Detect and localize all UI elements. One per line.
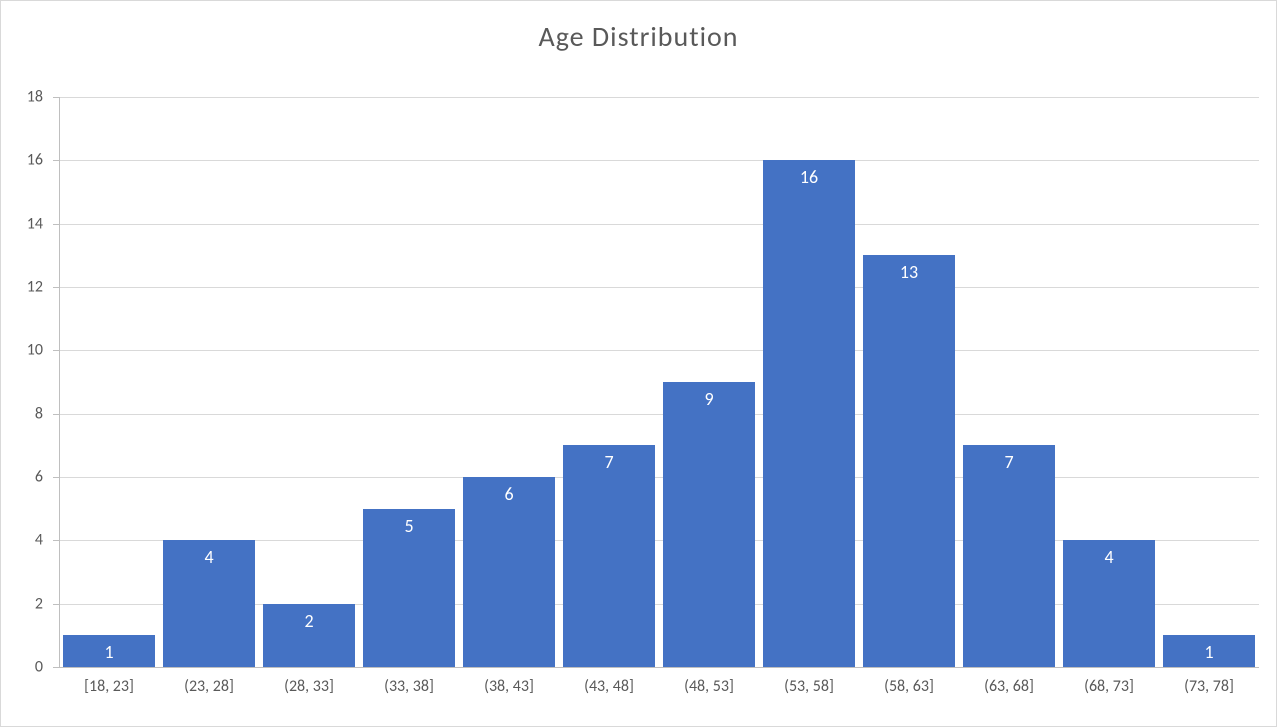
- y-tick-label: 6: [3, 468, 43, 487]
- bar-slot: 7: [959, 97, 1059, 667]
- x-tick-label: (73, 78]: [1159, 667, 1259, 707]
- y-tick-mark: [53, 160, 59, 161]
- y-tick-label: 12: [3, 278, 43, 297]
- x-axis: [18, 23](23, 28](28, 33](33, 38](38, 43]…: [59, 667, 1259, 707]
- bar-data-label: 4: [1104, 546, 1113, 568]
- chart-container: Age Distribution 024681012141618 1425679…: [0, 0, 1277, 727]
- bar: 1: [1163, 635, 1255, 667]
- bar-slot: 7: [559, 97, 659, 667]
- bar-data-label: 9: [704, 388, 713, 410]
- x-tick-label: (38, 43]: [459, 667, 559, 707]
- x-tick-label: (63, 68]: [959, 667, 1059, 707]
- x-tick-label: (28, 33]: [259, 667, 359, 707]
- x-tick-label: (68, 73]: [1059, 667, 1159, 707]
- bar-slot: 9: [659, 97, 759, 667]
- y-tick-mark: [53, 97, 59, 98]
- y-tick-label: 0: [3, 658, 43, 677]
- y-tick-mark: [53, 287, 59, 288]
- y-axis: 024681012141618: [1, 97, 51, 667]
- y-tick-label: 14: [3, 214, 43, 233]
- x-tick-label: (23, 28]: [159, 667, 259, 707]
- x-tick-label: (33, 38]: [359, 667, 459, 707]
- bar-slot: 1: [59, 97, 159, 667]
- y-tick-label: 16: [3, 151, 43, 170]
- y-tick-label: 18: [3, 88, 43, 107]
- bar-data-label: 1: [1204, 641, 1213, 663]
- bar-slot: 13: [859, 97, 959, 667]
- bar: 4: [1063, 540, 1155, 667]
- y-tick-mark: [53, 350, 59, 351]
- bar-data-label: 7: [604, 451, 613, 473]
- bar-data-label: 1: [104, 641, 113, 663]
- bar-slot: 4: [1059, 97, 1159, 667]
- bar-data-label: 6: [504, 483, 513, 505]
- y-tick-mark: [53, 540, 59, 541]
- x-tick-label: (48, 53]: [659, 667, 759, 707]
- y-tick-mark: [53, 477, 59, 478]
- bar: 5: [363, 509, 455, 667]
- y-tick-mark: [53, 224, 59, 225]
- y-tick-label: 4: [3, 531, 43, 550]
- bar: 16: [763, 160, 855, 667]
- bar: 1: [63, 635, 155, 667]
- bar-data-label: 5: [404, 515, 413, 537]
- chart-title: Age Distribution: [1, 1, 1276, 54]
- bar: 7: [563, 445, 655, 667]
- bar-data-label: 16: [800, 166, 818, 188]
- y-tick-mark: [53, 604, 59, 605]
- bar: 6: [463, 477, 555, 667]
- y-tick-mark: [53, 414, 59, 415]
- bar: 13: [863, 255, 955, 667]
- bar-slot: 1: [1159, 97, 1259, 667]
- bar: 4: [163, 540, 255, 667]
- x-tick-label: (43, 48]: [559, 667, 659, 707]
- y-tick-label: 8: [3, 404, 43, 423]
- bar-data-label: 2: [304, 610, 313, 632]
- bar-slot: 6: [459, 97, 559, 667]
- bar-data-label: 13: [900, 261, 918, 283]
- y-tick-label: 2: [3, 594, 43, 613]
- x-tick-label: (53, 58]: [759, 667, 859, 707]
- bar-slot: 4: [159, 97, 259, 667]
- bar-data-label: 7: [1004, 451, 1013, 473]
- y-tick-label: 10: [3, 341, 43, 360]
- bar-slot: 5: [359, 97, 459, 667]
- x-tick-label: (58, 63]: [859, 667, 959, 707]
- y-axis-line: [59, 97, 60, 667]
- bar: 9: [663, 382, 755, 667]
- bars-group: 1 4 2 5 6 7 9 16 13 7 4 1: [59, 97, 1259, 667]
- bar: 7: [963, 445, 1055, 667]
- bar-slot: 16: [759, 97, 859, 667]
- bar: 2: [263, 604, 355, 667]
- bar-slot: 2: [259, 97, 359, 667]
- x-tick-label: [18, 23]: [59, 667, 159, 707]
- bar-data-label: 4: [204, 546, 213, 568]
